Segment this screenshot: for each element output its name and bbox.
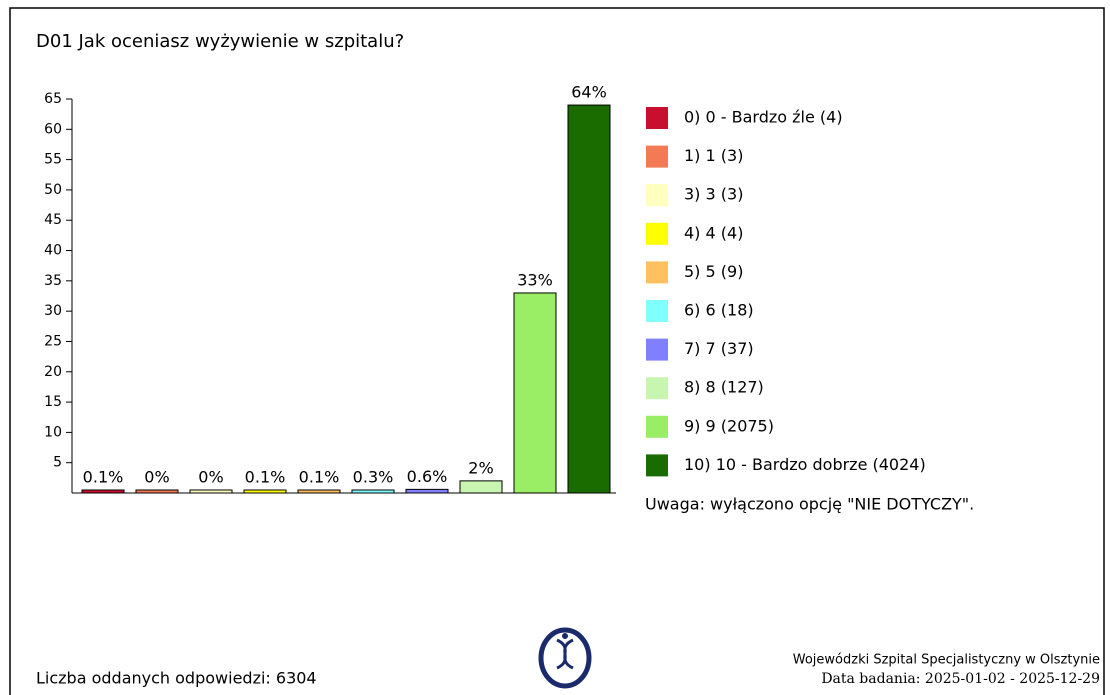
legend-label: 8) 8 (127) [684,378,764,397]
y-tick-label: 25 [44,333,62,349]
y-tick-label: 35 [44,273,62,289]
legend-swatch [646,222,668,245]
legend-swatch [646,261,668,284]
y-tick-label: 30 [44,303,62,319]
legend-label: 3) 3 (3) [684,185,743,204]
legend-label: 4) 4 (4) [684,223,743,242]
bar [81,489,125,494]
legend-swatch [646,338,668,361]
legend-swatch [646,415,668,438]
legend-label: 0) 0 - Bardzo źle (4) [684,108,843,127]
value-label: 33% [517,270,553,289]
value-label: 0.3% [353,468,394,487]
y-tick-label: 20 [44,364,62,380]
y-tick-label: 65 [44,91,62,107]
value-label: 64% [571,83,607,102]
bar [459,480,503,494]
bar [297,489,341,494]
legend-swatch [646,145,668,168]
bar [243,489,287,494]
value-label: 0.1% [83,468,124,487]
bar [189,489,233,494]
y-tick-label: 10 [44,424,62,440]
bar [567,104,611,494]
bar [351,489,395,494]
frame [9,7,1105,695]
bar [135,489,179,494]
value-label: 0.1% [299,468,340,487]
legend-label: 9) 9 (2075) [684,416,774,435]
chart-title: D01 Jak oceniasz wyżywienie w szpitalu? [36,31,404,52]
legend-label: 7) 7 (37) [684,339,754,358]
legend-swatch [646,107,668,129]
logo [538,627,592,689]
value-label: 0.1% [245,468,286,487]
bar [405,488,449,494]
legend-label: 1) 1 (3) [684,146,743,165]
legend-label: 6) 6 (18) [684,301,754,320]
legend-swatch [646,184,668,207]
value-label: 0.6% [407,467,448,486]
value-label: 0% [198,468,223,487]
footer-date: Data badania: 2025-01-02 - 2025-12-29 [821,671,1100,687]
legend-swatch [646,377,668,400]
y-tick-label: 15 [44,394,62,410]
y-tick-label: 5 [53,455,62,471]
y-tick-label: 50 [44,182,62,198]
legend-swatch [646,300,668,322]
footer-hospital: Wojewódzki Szpital Specjalistyczny w Ols… [793,653,1100,668]
value-label: 2% [468,458,493,477]
legend-label: 5) 5 (9) [684,262,743,281]
bar [513,292,557,494]
value-label: 0% [144,468,169,487]
note: Uwaga: wyłączono opcję "NIE DOTYCZY". [645,495,974,514]
y-tick-label: 60 [44,121,62,137]
y-tick-label: 45 [44,212,62,228]
legend-label: 10) 10 - Bardzo dobrze (4024) [684,455,926,474]
footer-responses: Liczba oddanych odpowiedzi: 6304 [36,669,317,688]
legend-swatch [646,454,668,477]
y-tick-label: 40 [44,243,62,259]
y-tick-label: 55 [44,152,62,168]
